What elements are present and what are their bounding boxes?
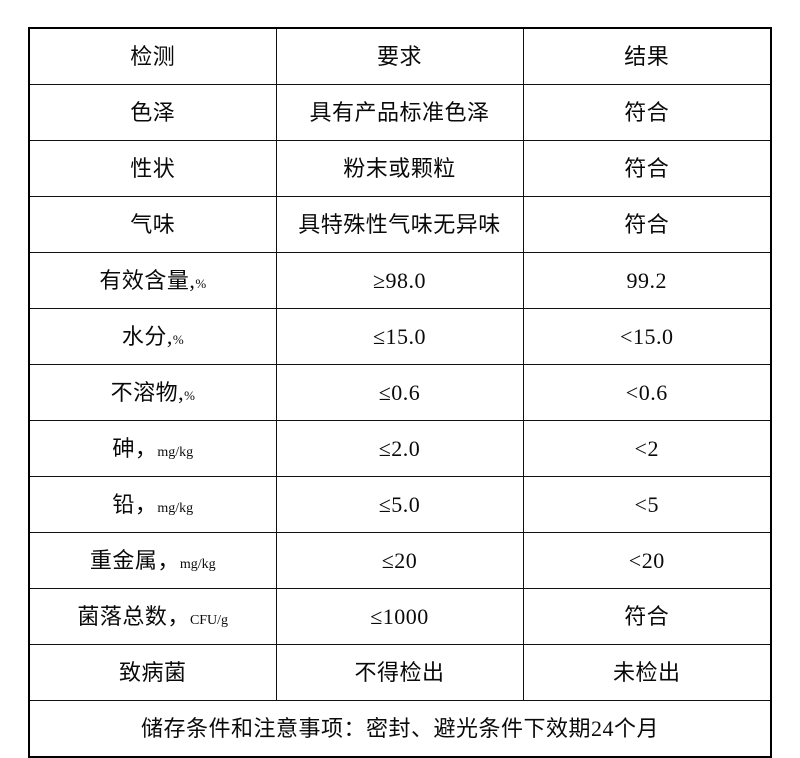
cell-result: <20 <box>522 532 772 589</box>
cell-requirement: ≤15.0 <box>275 308 524 365</box>
item-unit: CFU/g <box>189 612 229 628</box>
table-header-row: 检测 要求 结果 <box>28 27 772 85</box>
item-label: 砷， <box>112 435 158 461</box>
cell-item: 水分,% <box>28 308 277 365</box>
item-label: 致病菌 <box>118 659 187 685</box>
cell-requirement: 具特殊性气味无异味 <box>275 196 524 253</box>
item-label: 色泽 <box>130 99 176 125</box>
header-cell-item: 检测 <box>28 27 277 85</box>
cell-result: <0.6 <box>522 364 772 421</box>
header-cell-result: 结果 <box>522 27 772 85</box>
item-unit: mg/kg <box>157 500 194 516</box>
table-row: 致病菌 不得检出 未检出 <box>28 644 772 701</box>
cell-item: 不溶物,% <box>28 364 277 421</box>
cell-requirement: ≤1000 <box>275 588 524 645</box>
item-unit: % <box>195 275 207 291</box>
cell-item: 色泽 <box>28 84 277 141</box>
specification-table: 检测 要求 结果 色泽 具有产品标准色泽 符合 性状 粉末或颗粒 符合 气味 具… <box>28 27 772 758</box>
cell-item: 气味 <box>28 196 277 253</box>
cell-item: 砷，mg/kg <box>28 420 277 477</box>
item-label: 不溶物, <box>110 379 185 405</box>
table-row: 色泽 具有产品标准色泽 符合 <box>28 84 772 141</box>
item-unit: mg/kg <box>179 556 216 572</box>
cell-result: <15.0 <box>522 308 772 365</box>
table-row: 菌落总数，CFU/g ≤1000 符合 <box>28 588 772 645</box>
item-label: 有效含量, <box>99 267 196 293</box>
cell-requirement: ≤2.0 <box>275 420 524 477</box>
item-label: 重金属， <box>89 547 180 573</box>
table-row: 重金属，mg/kg ≤20 <20 <box>28 532 772 589</box>
cell-item: 致病菌 <box>28 644 277 701</box>
cell-result: 符合 <box>522 84 772 141</box>
cell-requirement: 粉末或颗粒 <box>275 140 524 197</box>
cell-requirement: ≥98.0 <box>275 252 524 309</box>
cell-requirement: ≤0.6 <box>275 364 524 421</box>
cell-requirement: ≤20 <box>275 532 524 589</box>
item-unit: % <box>172 331 184 347</box>
cell-result: 未检出 <box>522 644 772 701</box>
cell-requirement: 具有产品标准色泽 <box>275 84 524 141</box>
item-label: 铅， <box>112 491 158 517</box>
specification-sheet: 检测 要求 结果 色泽 具有产品标准色泽 符合 性状 粉末或颗粒 符合 气味 具… <box>28 27 772 758</box>
item-unit: % <box>184 387 195 403</box>
cell-requirement: 不得检出 <box>275 644 524 701</box>
cell-result: 符合 <box>522 588 772 645</box>
cell-result: <2 <box>522 420 772 477</box>
cell-item: 性状 <box>28 140 277 197</box>
item-label: 菌落总数， <box>77 603 190 629</box>
table-row: 气味 具特殊性气味无异味 符合 <box>28 196 772 253</box>
item-unit: mg/kg <box>157 444 194 460</box>
header-cell-requirement: 要求 <box>275 27 524 85</box>
storage-conditions-note: 储存条件和注意事项：密封、避光条件下效期24个月 <box>28 700 772 758</box>
cell-item: 菌落总数，CFU/g <box>28 588 277 645</box>
item-label: 气味 <box>130 211 176 237</box>
cell-item: 铅，mg/kg <box>28 476 277 533</box>
cell-requirement: ≤5.0 <box>275 476 524 533</box>
table-body: 检测 要求 结果 色泽 具有产品标准色泽 符合 性状 粉末或颗粒 符合 气味 具… <box>28 27 772 758</box>
table-row: 有效含量,% ≥98.0 99.2 <box>28 252 772 309</box>
item-label: 水分, <box>121 323 173 349</box>
cell-result: 符合 <box>522 140 772 197</box>
cell-result: 符合 <box>522 196 772 253</box>
table-row: 性状 粉末或颗粒 符合 <box>28 140 772 197</box>
cell-result: <5 <box>522 476 772 533</box>
cell-item: 有效含量,% <box>28 252 277 309</box>
cell-item: 重金属，mg/kg <box>28 532 277 589</box>
table-row: 水分,% ≤15.0 <15.0 <box>28 308 772 365</box>
cell-result: 99.2 <box>522 252 772 309</box>
table-row: 不溶物,% ≤0.6 <0.6 <box>28 364 772 421</box>
table-row: 铅，mg/kg ≤5.0 <5 <box>28 476 772 533</box>
table-row: 砷，mg/kg ≤2.0 <2 <box>28 420 772 477</box>
item-label: 性状 <box>130 155 176 181</box>
table-footer-row: 储存条件和注意事项：密封、避光条件下效期24个月 <box>28 700 772 758</box>
